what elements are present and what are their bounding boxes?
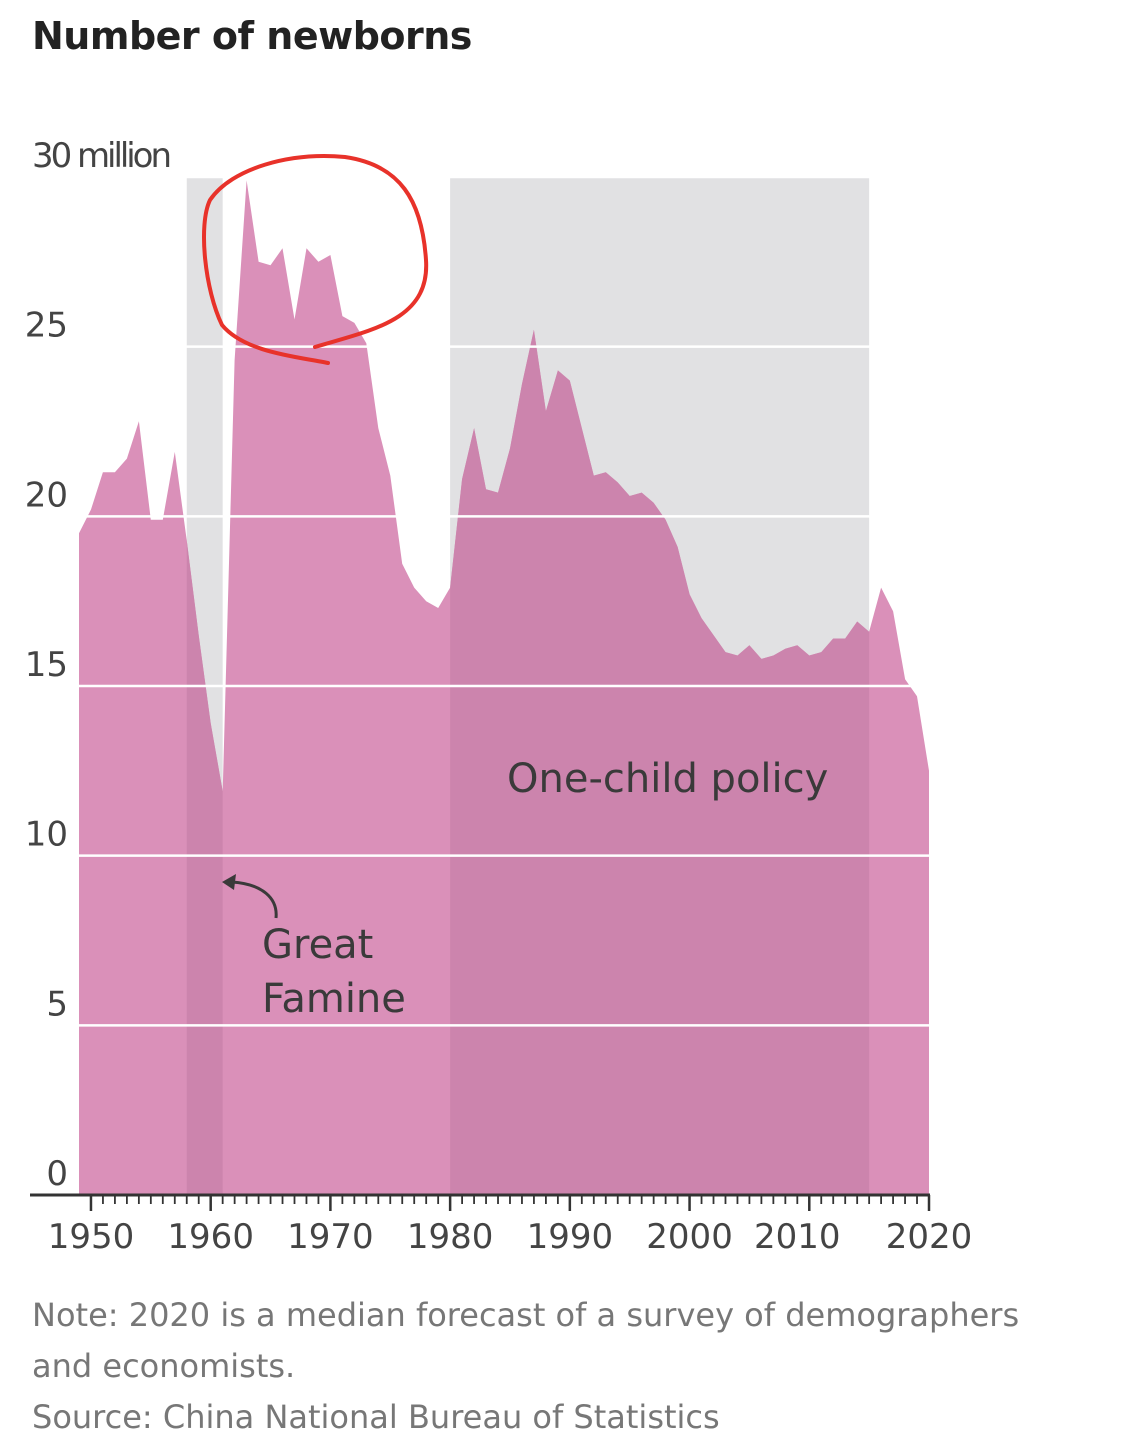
y-tick-label-20: 20: [25, 475, 68, 515]
x-axis: [30, 1193, 931, 1211]
newborns-area-shaded-1: [450, 329, 870, 1195]
chart-title: Number of newborns: [32, 14, 472, 58]
x-tick-label-1960: 1960: [167, 1217, 254, 1257]
source-line: Source: China National Bureau of Statist…: [32, 1398, 720, 1436]
x-tick-label-2010: 2010: [754, 1217, 841, 1257]
x-tick-label-2000: 2000: [646, 1217, 733, 1257]
area-series: [79, 180, 929, 1195]
great-famine-label-line1: Great: [262, 922, 373, 968]
x-tick-label-1980: 1980: [407, 1217, 494, 1257]
gridlines: [79, 175, 929, 1027]
great-famine-label-line2: Famine: [262, 976, 406, 1022]
one-child-policy-label: One-child policy: [507, 756, 828, 802]
y-tick-label-30: 30 million: [32, 136, 172, 176]
note-line-2: and economists.: [32, 1347, 296, 1385]
y-tick-label-10: 10: [25, 815, 68, 855]
footnotes: Note: 2020 is a median forecast of a sur…: [32, 1290, 1092, 1443]
annotations: One-child policy Great Famine: [202, 154, 828, 1022]
note-line-1: Note: 2020 is a median forecast of a sur…: [32, 1296, 1020, 1334]
x-tick-label-1970: 1970: [287, 1217, 374, 1257]
x-tick-label-1950: 1950: [48, 1217, 135, 1257]
red-highlight-circle: [202, 154, 429, 365]
x-tick-label-2020: 2020: [886, 1217, 973, 1257]
x-tick-label-1990: 1990: [527, 1217, 614, 1257]
great-famine-arrow: [231, 880, 278, 919]
y-tick-label-25: 25: [25, 306, 68, 346]
area-chart: 0 5 10 15 20 25 30 million 1950 1960 1970 1980 199…: [25, 136, 973, 1257]
y-tick-label-15: 15: [25, 645, 68, 685]
y-tick-label-5: 5: [46, 984, 68, 1024]
newborns-area-shaded-0: [186, 540, 223, 1195]
y-tick-label-0: 0: [46, 1154, 68, 1194]
y-tick-labels: 0 5 10 15 20 25 30 million: [25, 136, 172, 1194]
x-tick-labels: 1950 1960 1970 1980 1990 2000 2010 2020: [48, 1217, 973, 1257]
great-famine-arrowhead: [222, 874, 236, 890]
